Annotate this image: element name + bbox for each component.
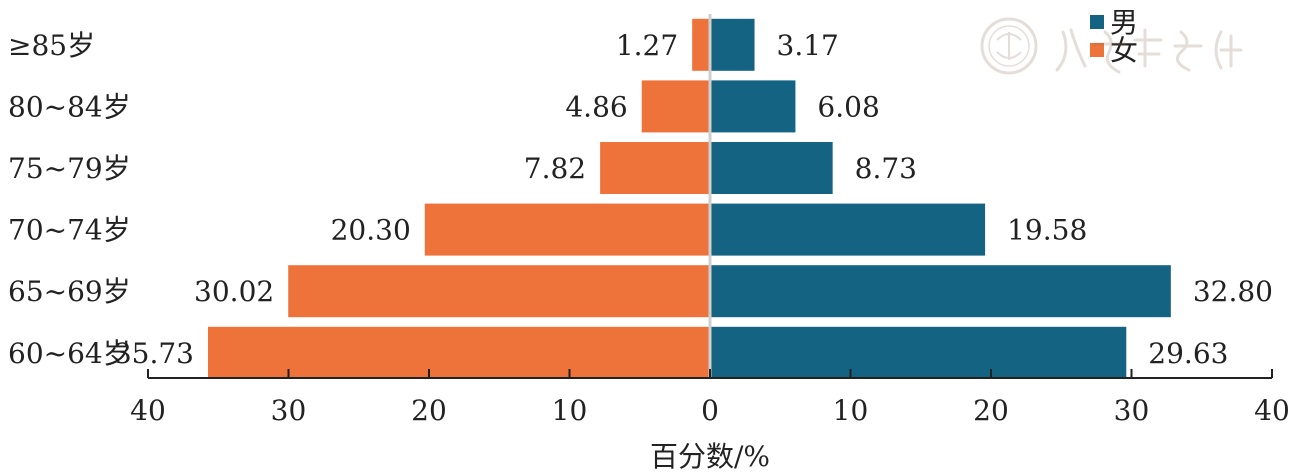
x-tick-label-6: 20 — [973, 394, 1009, 427]
x-tick-label-5: 10 — [833, 394, 869, 427]
value-label-female-4: 30.02 — [194, 275, 274, 308]
bar-male-3 — [710, 203, 986, 256]
x-tick-label-0: 40 — [130, 394, 166, 427]
bar-female-4 — [288, 265, 710, 318]
legend-label-0: 男 — [1110, 6, 1138, 39]
value-label-male-0: 3.17 — [777, 29, 839, 62]
value-label-female-3: 20.30 — [331, 214, 411, 247]
value-label-male-2: 8.73 — [855, 152, 917, 185]
category-label-1: 80~84岁 — [8, 90, 131, 123]
bar-male-1 — [710, 80, 796, 133]
x-tick-label-8: 40 — [1254, 394, 1290, 427]
value-label-female-2: 7.82 — [524, 152, 586, 185]
bar-male-5 — [710, 326, 1127, 379]
value-label-male-3: 19.58 — [1007, 214, 1087, 247]
x-axis-title: 百分数/% — [650, 440, 770, 473]
value-label-female-5: 35.73 — [114, 337, 194, 370]
legend-swatch-0 — [1090, 15, 1104, 29]
bar-male-2 — [710, 142, 833, 194]
legend-swatch-1 — [1090, 43, 1104, 57]
bar-female-1 — [641, 80, 710, 133]
watermark-logo — [975, 10, 1275, 82]
x-tick-label-4: 0 — [701, 394, 719, 427]
x-tick-label-1: 30 — [271, 394, 307, 427]
value-label-male-5: 29.63 — [1148, 337, 1228, 370]
value-label-female-1: 4.86 — [565, 90, 627, 123]
value-label-female-0: 1.27 — [616, 29, 678, 62]
bar-male-0 — [710, 18, 755, 71]
value-label-male-1: 6.08 — [817, 90, 879, 123]
category-label-3: 70~74岁 — [8, 214, 131, 247]
category-label-5: 60~64岁 — [8, 337, 131, 370]
seal-watermark-icon — [980, 17, 1243, 75]
bar-female-2 — [600, 142, 710, 194]
legend-label-1: 女 — [1110, 34, 1138, 67]
bar-male-4 — [710, 265, 1171, 318]
x-tick-label-3: 10 — [552, 394, 588, 427]
category-label-0: ≥85岁 — [8, 29, 95, 62]
x-tick-label-7: 30 — [1114, 394, 1150, 427]
bar-female-5 — [207, 326, 710, 379]
x-tick-label-2: 20 — [411, 394, 447, 427]
bar-female-3 — [424, 203, 710, 256]
bar-female-0 — [692, 18, 710, 71]
category-label-2: 75~79岁 — [8, 152, 131, 185]
value-label-male-4: 32.80 — [1193, 275, 1273, 308]
category-label-4: 65~69岁 — [8, 275, 131, 308]
